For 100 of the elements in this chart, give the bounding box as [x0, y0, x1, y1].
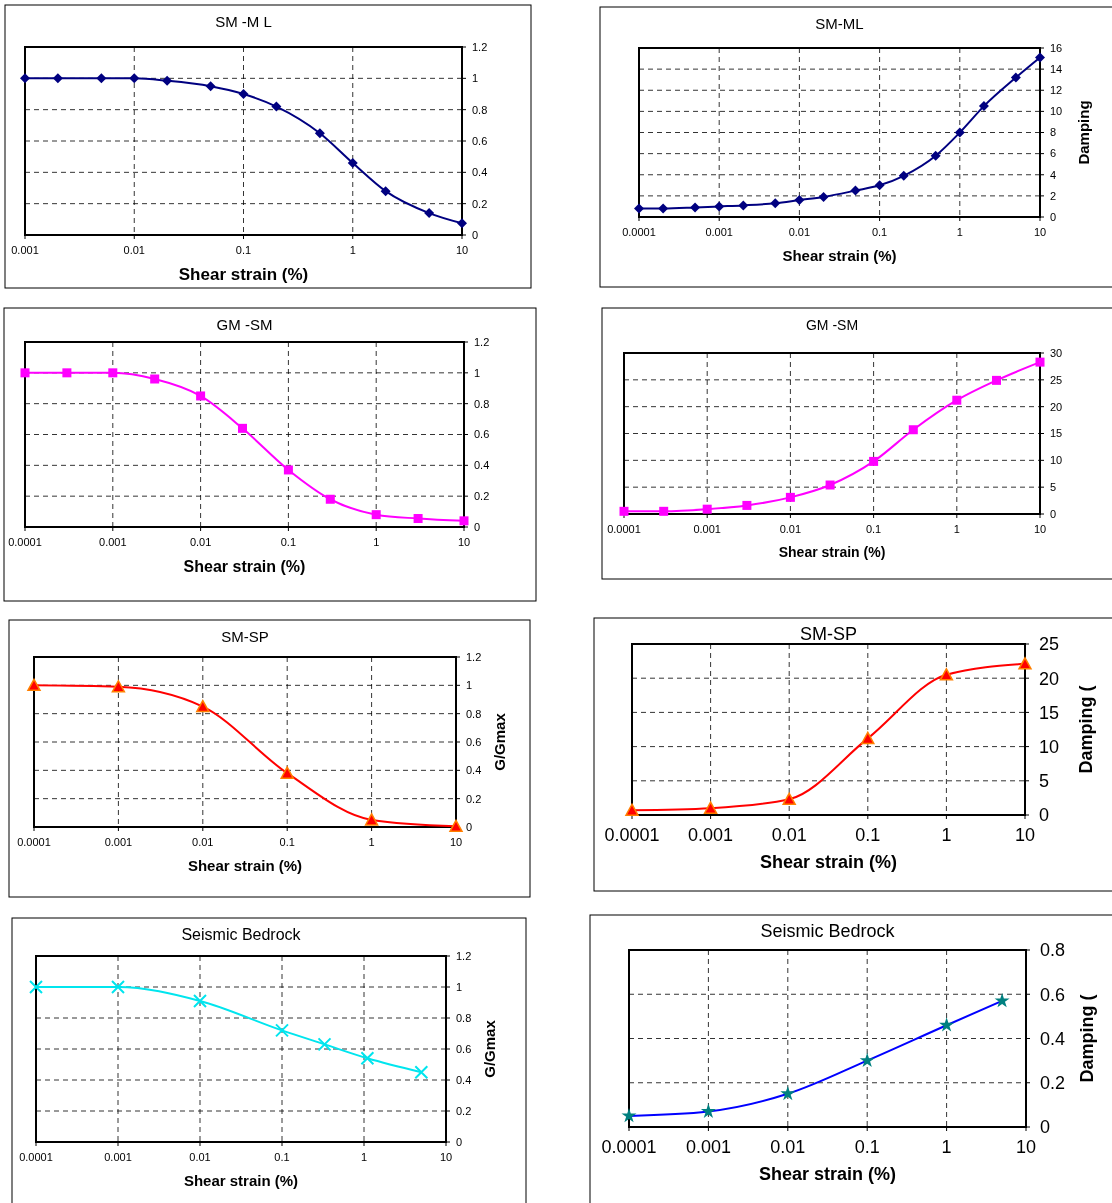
- y-tick-label: 0: [1050, 507, 1057, 520]
- y-tick-label: 2: [1050, 189, 1057, 202]
- x-tick-label: 0.001: [11, 244, 39, 256]
- x-tick-label: 10: [1015, 1137, 1037, 1157]
- y-axis-title: G/Gmax: [480, 1019, 498, 1078]
- x-tick-label: 0.001: [685, 1137, 731, 1157]
- y-tick-label: 10: [1050, 454, 1063, 467]
- point: [280, 766, 294, 779]
- y-tick-label: 0.2: [474, 490, 490, 503]
- y-tick-label: 0.8: [456, 1011, 472, 1024]
- y-tick-label: 1.2: [466, 650, 482, 663]
- point: [702, 504, 712, 514]
- point: [703, 801, 718, 814]
- y-tick-label: 0.4: [472, 166, 488, 179]
- x-axis-title: Shear strain (%): [782, 247, 897, 264]
- y-tick-label: 0: [472, 228, 479, 241]
- y-axis-title: Damping (: [1075, 685, 1096, 774]
- chart-title: SM-SP: [221, 628, 269, 645]
- y-tick-label: 4: [1050, 168, 1057, 181]
- y-tick-label: 8: [1050, 126, 1057, 139]
- x-tick-label: 0.001: [104, 1151, 132, 1163]
- chart-title: SM-ML: [815, 15, 864, 32]
- y-tick-label: 12: [1050, 84, 1063, 97]
- x-tick-label: 0.01: [189, 536, 212, 548]
- x-tick-label: 0.0001: [604, 825, 660, 845]
- x-tick-label: 1: [941, 825, 952, 845]
- y-tick-label: 0.4: [474, 459, 490, 472]
- point: [861, 731, 875, 745]
- x-tick-label: 0.001: [104, 836, 133, 848]
- y-tick-label: 0: [456, 1135, 463, 1148]
- x-tick-label: 0.01: [771, 825, 807, 845]
- y-tick-label: 0.8: [466, 707, 482, 720]
- x-tick-label: 0.1: [279, 836, 295, 848]
- x-tick-label: 0.1: [865, 523, 882, 535]
- y-tick-label: 1.2: [472, 40, 488, 53]
- x-tick-label: 0.01: [779, 523, 802, 535]
- y-tick-label: 25: [1050, 373, 1063, 386]
- point: [413, 514, 423, 524]
- x-tick-label: 0.0001: [8, 536, 42, 548]
- y-tick-label: 0.6: [1040, 984, 1066, 1005]
- y-tick-label: 0: [474, 520, 481, 533]
- y-tick-label: 14: [1050, 62, 1063, 75]
- y-tick-label: 0: [1050, 210, 1057, 223]
- chart-title: GM -SM: [216, 316, 273, 333]
- point: [1018, 657, 1032, 670]
- x-tick-label: 0.1: [855, 825, 881, 845]
- y-tick-label: 0: [1040, 1117, 1051, 1138]
- y-axis-title: Damping: [1074, 100, 1092, 165]
- y-tick-label: 0.4: [466, 764, 482, 777]
- point: [108, 368, 118, 378]
- y-axis-title: G/Gmax: [490, 712, 508, 771]
- x-tick-label: 0.001: [99, 536, 127, 548]
- x-tick-label: 0.01: [788, 226, 811, 238]
- y-tick-label: 0.2: [1040, 1073, 1066, 1094]
- x-axis-title: Shear strain (%): [758, 1163, 897, 1184]
- y-tick-label: 0.2: [456, 1104, 472, 1117]
- x-tick-label: 0.001: [705, 226, 733, 238]
- y-tick-label: 0.4: [1040, 1028, 1066, 1049]
- x-tick-label: 0.001: [693, 523, 721, 535]
- y-tick-label: 0.8: [474, 397, 490, 410]
- y-tick-label: 1: [456, 980, 463, 993]
- point: [237, 423, 247, 433]
- x-tick-label: 0.01: [189, 1151, 211, 1163]
- point: [283, 465, 293, 475]
- y-tick-label: 25: [1039, 634, 1060, 655]
- y-tick-label: 0.2: [472, 197, 488, 210]
- chart-title: Seismic Bedrock: [181, 926, 302, 943]
- x-tick-label: 1: [373, 536, 380, 548]
- x-tick-label: 0.1: [235, 244, 252, 256]
- x-axis-title: Shear strain (%): [178, 265, 309, 285]
- point: [449, 819, 463, 833]
- y-tick-label: 16: [1050, 41, 1063, 54]
- chart-title: Seismic Bedrock: [760, 921, 896, 941]
- point: [625, 803, 639, 816]
- x-tick-label: 0.001: [688, 825, 734, 845]
- x-tick-label: 0.0001: [622, 226, 656, 238]
- y-tick-label: 1: [466, 679, 473, 692]
- x-tick-label: 10: [439, 1151, 453, 1163]
- point: [742, 500, 752, 510]
- point: [952, 395, 962, 405]
- point: [20, 368, 30, 378]
- y-tick-label: 0.2: [466, 792, 482, 805]
- x-tick-label: 0.1: [854, 1137, 880, 1157]
- x-tick-label: 10: [1014, 825, 1036, 845]
- point: [27, 678, 41, 692]
- y-tick-label: 20: [1050, 400, 1063, 413]
- x-tick-label: 1: [956, 226, 963, 238]
- point: [111, 680, 126, 693]
- point: [325, 494, 335, 504]
- x-tick-label: 0.01: [770, 1137, 806, 1157]
- x-tick-label: 0.0001: [601, 1137, 657, 1157]
- x-tick-label: 0.1: [274, 1151, 290, 1163]
- x-tick-label: 0.01: [123, 244, 145, 256]
- y-tick-label: 5: [1050, 481, 1057, 494]
- y-tick-label: 0.6: [472, 134, 488, 147]
- point: [150, 374, 160, 384]
- point: [196, 699, 210, 713]
- y-tick-label: 10: [1050, 105, 1063, 118]
- y-tick-label: 30: [1050, 346, 1063, 359]
- x-tick-label: 0.01: [192, 836, 214, 848]
